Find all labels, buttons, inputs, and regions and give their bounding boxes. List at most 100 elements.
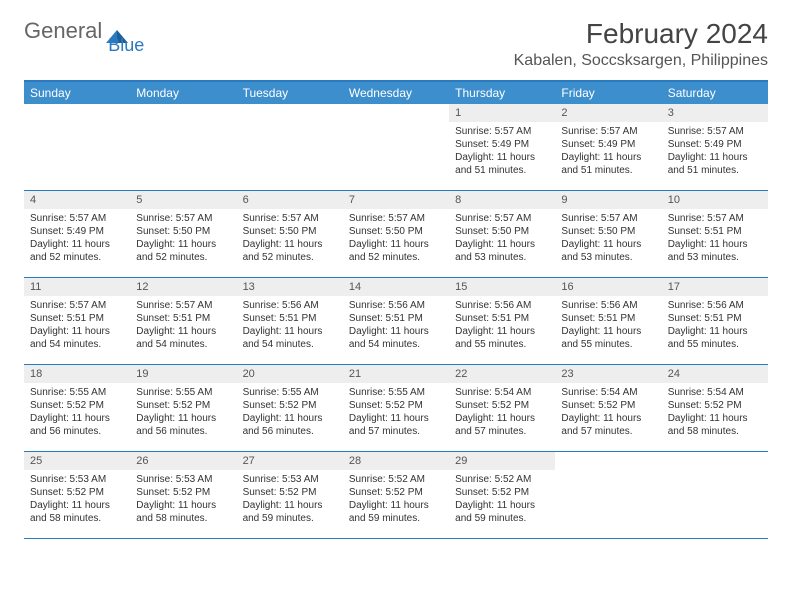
- day-number: 23: [555, 365, 661, 383]
- sunset-text: Sunset: 5:49 PM: [561, 138, 655, 151]
- day-number: 28: [343, 452, 449, 470]
- day-body: Sunrise: 5:56 AMSunset: 5:51 PMDaylight:…: [237, 296, 343, 357]
- weeks-container: 1Sunrise: 5:57 AMSunset: 5:49 PMDaylight…: [24, 104, 768, 539]
- page-title: February 2024: [514, 18, 768, 50]
- day-number: 9: [555, 191, 661, 209]
- day-cell: 3Sunrise: 5:57 AMSunset: 5:49 PMDaylight…: [662, 104, 768, 190]
- header: General Blue February 2024 Kabalen, Socc…: [24, 18, 768, 70]
- day-cell: 26Sunrise: 5:53 AMSunset: 5:52 PMDayligh…: [130, 452, 236, 538]
- daylight-text: Daylight: 11 hours and 55 minutes.: [668, 325, 762, 351]
- day-number: 4: [24, 191, 130, 209]
- daylight-text: Daylight: 11 hours and 57 minutes.: [455, 412, 549, 438]
- day-header-cell: Wednesday: [343, 82, 449, 104]
- day-cell: 7Sunrise: 5:57 AMSunset: 5:50 PMDaylight…: [343, 191, 449, 277]
- daylight-text: Daylight: 11 hours and 59 minutes.: [243, 499, 337, 525]
- sunrise-text: Sunrise: 5:57 AM: [455, 125, 549, 138]
- day-number: 16: [555, 278, 661, 296]
- day-cell: 16Sunrise: 5:56 AMSunset: 5:51 PMDayligh…: [555, 278, 661, 364]
- day-body: Sunrise: 5:53 AMSunset: 5:52 PMDaylight:…: [24, 470, 130, 531]
- sunrise-text: Sunrise: 5:56 AM: [349, 299, 443, 312]
- sunset-text: Sunset: 5:52 PM: [243, 486, 337, 499]
- daylight-text: Daylight: 11 hours and 51 minutes.: [561, 151, 655, 177]
- day-number: 20: [237, 365, 343, 383]
- day-header-cell: Sunday: [24, 82, 130, 104]
- day-cell: 19Sunrise: 5:55 AMSunset: 5:52 PMDayligh…: [130, 365, 236, 451]
- day-cell: 27Sunrise: 5:53 AMSunset: 5:52 PMDayligh…: [237, 452, 343, 538]
- day-body: Sunrise: 5:56 AMSunset: 5:51 PMDaylight:…: [343, 296, 449, 357]
- logo-text-2: Blue: [108, 35, 144, 56]
- sunset-text: Sunset: 5:51 PM: [243, 312, 337, 325]
- day-body: Sunrise: 5:57 AMSunset: 5:50 PMDaylight:…: [555, 209, 661, 270]
- day-body: Sunrise: 5:57 AMSunset: 5:51 PMDaylight:…: [24, 296, 130, 357]
- daylight-text: Daylight: 11 hours and 54 minutes.: [30, 325, 124, 351]
- day-body: Sunrise: 5:57 AMSunset: 5:51 PMDaylight:…: [130, 296, 236, 357]
- location-text: Kabalen, Soccsksargen, Philippines: [514, 52, 768, 70]
- sunrise-text: Sunrise: 5:57 AM: [455, 212, 549, 225]
- sunrise-text: Sunrise: 5:53 AM: [30, 473, 124, 486]
- sunset-text: Sunset: 5:49 PM: [668, 138, 762, 151]
- day-number: 10: [662, 191, 768, 209]
- logo-text-1: General: [24, 18, 102, 44]
- day-body: Sunrise: 5:57 AMSunset: 5:50 PMDaylight:…: [449, 209, 555, 270]
- sunset-text: Sunset: 5:49 PM: [455, 138, 549, 151]
- day-body: Sunrise: 5:57 AMSunset: 5:49 PMDaylight:…: [555, 122, 661, 183]
- sunrise-text: Sunrise: 5:57 AM: [349, 212, 443, 225]
- empty-cell: [130, 104, 236, 190]
- sunset-text: Sunset: 5:51 PM: [349, 312, 443, 325]
- daylight-text: Daylight: 11 hours and 54 minutes.: [243, 325, 337, 351]
- sunrise-text: Sunrise: 5:56 AM: [243, 299, 337, 312]
- sunrise-text: Sunrise: 5:57 AM: [136, 212, 230, 225]
- sunrise-text: Sunrise: 5:54 AM: [668, 386, 762, 399]
- daylight-text: Daylight: 11 hours and 59 minutes.: [455, 499, 549, 525]
- sunrise-text: Sunrise: 5:52 AM: [349, 473, 443, 486]
- logo: General Blue: [24, 18, 166, 44]
- daylight-text: Daylight: 11 hours and 52 minutes.: [349, 238, 443, 264]
- day-number: 18: [24, 365, 130, 383]
- daylight-text: Daylight: 11 hours and 58 minutes.: [668, 412, 762, 438]
- day-number: 12: [130, 278, 236, 296]
- empty-cell: [555, 452, 661, 538]
- daylight-text: Daylight: 11 hours and 53 minutes.: [668, 238, 762, 264]
- sunset-text: Sunset: 5:51 PM: [136, 312, 230, 325]
- sunrise-text: Sunrise: 5:55 AM: [349, 386, 443, 399]
- day-body: Sunrise: 5:55 AMSunset: 5:52 PMDaylight:…: [343, 383, 449, 444]
- sunset-text: Sunset: 5:51 PM: [668, 225, 762, 238]
- day-cell: 20Sunrise: 5:55 AMSunset: 5:52 PMDayligh…: [237, 365, 343, 451]
- sunrise-text: Sunrise: 5:56 AM: [561, 299, 655, 312]
- daylight-text: Daylight: 11 hours and 54 minutes.: [349, 325, 443, 351]
- sunrise-text: Sunrise: 5:53 AM: [136, 473, 230, 486]
- day-cell: 9Sunrise: 5:57 AMSunset: 5:50 PMDaylight…: [555, 191, 661, 277]
- day-body: Sunrise: 5:53 AMSunset: 5:52 PMDaylight:…: [130, 470, 236, 531]
- sunset-text: Sunset: 5:52 PM: [30, 486, 124, 499]
- sunset-text: Sunset: 5:50 PM: [349, 225, 443, 238]
- empty-cell: [662, 452, 768, 538]
- day-cell: 4Sunrise: 5:57 AMSunset: 5:49 PMDaylight…: [24, 191, 130, 277]
- day-body: Sunrise: 5:54 AMSunset: 5:52 PMDaylight:…: [449, 383, 555, 444]
- day-body: Sunrise: 5:54 AMSunset: 5:52 PMDaylight:…: [662, 383, 768, 444]
- day-number: 8: [449, 191, 555, 209]
- day-cell: 28Sunrise: 5:52 AMSunset: 5:52 PMDayligh…: [343, 452, 449, 538]
- sunset-text: Sunset: 5:50 PM: [243, 225, 337, 238]
- day-body: Sunrise: 5:53 AMSunset: 5:52 PMDaylight:…: [237, 470, 343, 531]
- sunrise-text: Sunrise: 5:57 AM: [561, 125, 655, 138]
- sunset-text: Sunset: 5:50 PM: [455, 225, 549, 238]
- daylight-text: Daylight: 11 hours and 58 minutes.: [30, 499, 124, 525]
- day-body: Sunrise: 5:57 AMSunset: 5:49 PMDaylight:…: [662, 122, 768, 183]
- sunrise-text: Sunrise: 5:57 AM: [243, 212, 337, 225]
- daylight-text: Daylight: 11 hours and 51 minutes.: [668, 151, 762, 177]
- day-cell: 11Sunrise: 5:57 AMSunset: 5:51 PMDayligh…: [24, 278, 130, 364]
- sunrise-text: Sunrise: 5:54 AM: [455, 386, 549, 399]
- sunset-text: Sunset: 5:52 PM: [455, 399, 549, 412]
- day-body: Sunrise: 5:54 AMSunset: 5:52 PMDaylight:…: [555, 383, 661, 444]
- title-block: February 2024 Kabalen, Soccsksargen, Phi…: [514, 18, 768, 70]
- day-body: Sunrise: 5:56 AMSunset: 5:51 PMDaylight:…: [555, 296, 661, 357]
- day-cell: 6Sunrise: 5:57 AMSunset: 5:50 PMDaylight…: [237, 191, 343, 277]
- daylight-text: Daylight: 11 hours and 54 minutes.: [136, 325, 230, 351]
- day-body: Sunrise: 5:57 AMSunset: 5:50 PMDaylight:…: [343, 209, 449, 270]
- calendar: SundayMondayTuesdayWednesdayThursdayFrid…: [24, 80, 768, 539]
- day-cell: 13Sunrise: 5:56 AMSunset: 5:51 PMDayligh…: [237, 278, 343, 364]
- day-number: 21: [343, 365, 449, 383]
- sunrise-text: Sunrise: 5:57 AM: [668, 212, 762, 225]
- day-header-row: SundayMondayTuesdayWednesdayThursdayFrid…: [24, 82, 768, 104]
- day-number: 29: [449, 452, 555, 470]
